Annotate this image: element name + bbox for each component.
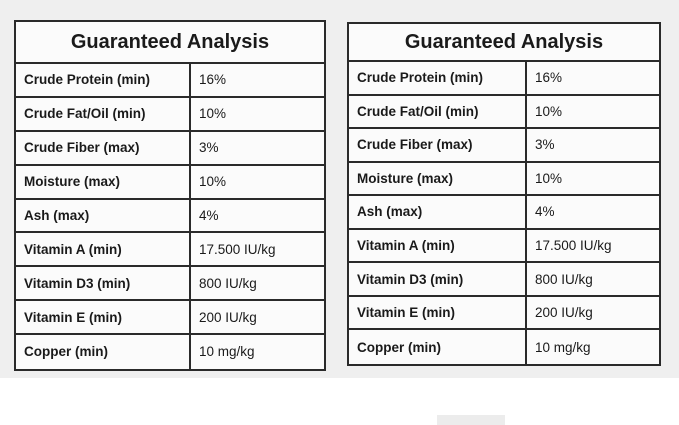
nutrient-name: Moisture (max): [349, 162, 527, 195]
nutrient-name: Crude Protein (min): [349, 62, 527, 94]
nutrient-name: Vitamin E (min): [16, 301, 191, 333]
table-row: Ash (max) 4%: [16, 199, 324, 234]
table-row: Crude Protein (min) 16%: [16, 64, 324, 98]
table-title: Guaranteed Analysis: [16, 22, 324, 64]
table-row: Copper (min) 10 mg/kg: [349, 330, 659, 364]
nutrient-value: 800 IU/kg: [199, 275, 257, 291]
nutrient-name: Copper (min): [349, 330, 527, 364]
table-row: Crude Fat/Oil (min) 10%: [16, 97, 324, 132]
nutrient-value: 3%: [535, 137, 555, 153]
nutrient-name: Crude Fiber (max): [349, 129, 527, 161]
table-row: Vitamin D3 (min) 800 IU/kg: [16, 267, 324, 302]
nutrient-value: 17.500 IU/kg: [199, 241, 276, 257]
table-row: Vitamin A (min) 17.500 IU/kg: [349, 229, 659, 264]
nutrient-value: 10 mg/kg: [199, 344, 255, 360]
nutrient-name: Ash (max): [349, 196, 527, 228]
nutrient-value: 10%: [199, 106, 227, 122]
nutrient-value: 4%: [199, 207, 219, 223]
table-row: Vitamin E (min) 200 IU/kg: [349, 296, 659, 331]
nutrient-value: 4%: [535, 204, 555, 220]
nutrient-value: 3%: [199, 140, 219, 156]
nutrient-name: Vitamin A (min): [16, 233, 191, 266]
nutrient-name: Vitamin A (min): [349, 229, 527, 262]
table-row: Moisture (max) 10%: [349, 162, 659, 197]
nutrient-value: 16%: [535, 70, 563, 86]
nutrient-name: Crude Fat/Oil (min): [349, 95, 527, 128]
nutrient-name: Ash (max): [16, 199, 191, 232]
analysis-table: Guaranteed Analysis Crude Protein (min) 16…: [347, 22, 661, 366]
nutrient-name: Copper (min): [16, 335, 191, 369]
nutrient-value: 800 IU/kg: [535, 271, 593, 287]
nutrient-value: 10%: [199, 174, 227, 190]
bottom-tab: [437, 415, 505, 425]
table-row: Crude Fiber (max) 3%: [349, 129, 659, 163]
table-title: Guaranteed Analysis: [349, 24, 659, 62]
nutrient-value: 10%: [535, 170, 563, 186]
nutrient-name: Crude Fiber (max): [16, 131, 191, 164]
table-row: Vitamin A (min) 17.500 IU/kg: [16, 233, 324, 268]
nutrient-name: Vitamin D3 (min): [16, 267, 191, 300]
nutrient-value: 10%: [535, 103, 563, 119]
table-row: Vitamin E (min) 200 IU/kg: [16, 301, 324, 335]
nutrient-value: 10 mg/kg: [535, 339, 591, 355]
table-row: Ash (max) 4%: [349, 196, 659, 230]
table-row: Crude Protein (min) 16%: [349, 62, 659, 96]
nutrient-name: Crude Protein (min): [16, 64, 191, 96]
nutrient-name: Crude Fat/Oil (min): [16, 97, 191, 130]
table-row: Crude Fiber (max) 3%: [16, 131, 324, 166]
table-row: Moisture (max) 10%: [16, 165, 324, 200]
nutrient-value: 200 IU/kg: [199, 309, 257, 325]
analysis-table: Guaranteed Analysis Crude Protein (min) 16…: [14, 20, 326, 371]
table-row: Crude Fat/Oil (min) 10%: [349, 95, 659, 130]
nutrient-value: 16%: [199, 72, 227, 88]
nutrient-name: Moisture (max): [16, 165, 191, 198]
nutrient-name: Vitamin D3 (min): [349, 263, 527, 295]
nutrient-name: Vitamin E (min): [349, 296, 527, 329]
table-row: Vitamin D3 (min) 800 IU/kg: [349, 263, 659, 297]
nutrient-value: 17.500 IU/kg: [535, 238, 612, 253]
nutrient-value: 200 IU/kg: [535, 305, 593, 321]
table-row: Copper (min) 10 mg/kg: [16, 335, 324, 369]
